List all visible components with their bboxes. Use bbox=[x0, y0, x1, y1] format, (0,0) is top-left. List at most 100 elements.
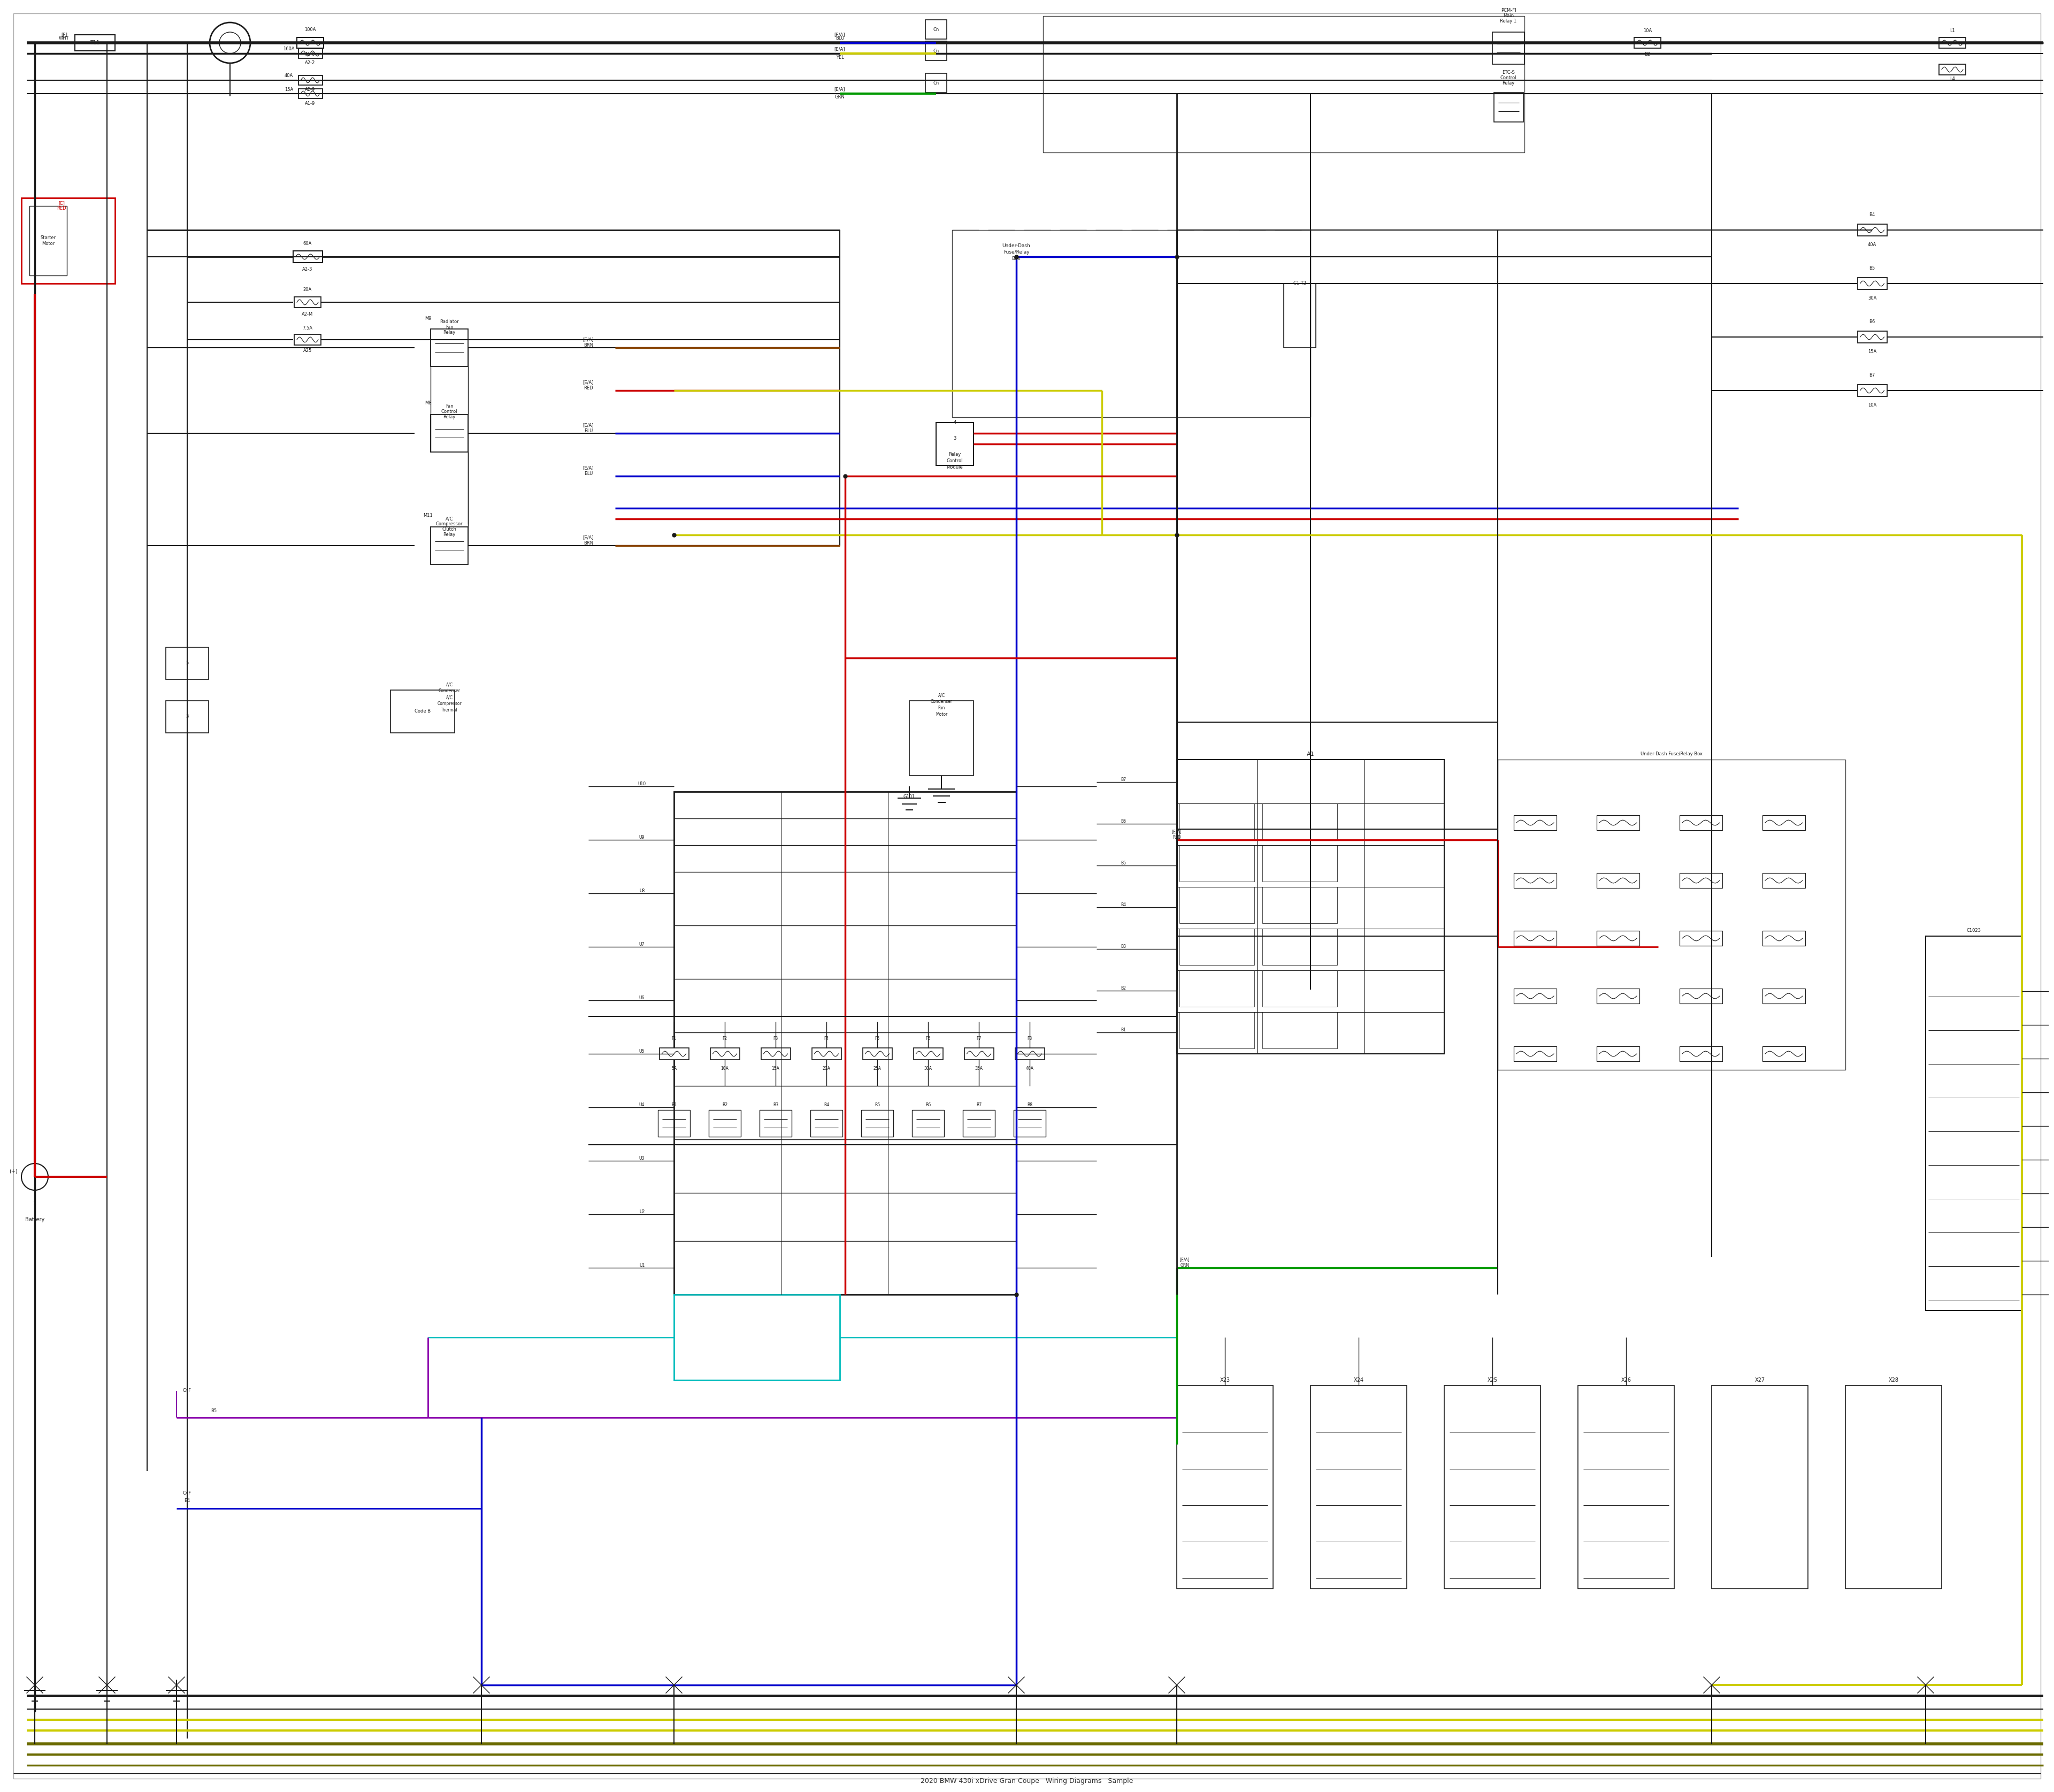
Text: F6: F6 bbox=[926, 1036, 930, 1041]
Text: F3: F3 bbox=[772, 1036, 778, 1041]
Text: 3: 3 bbox=[953, 435, 957, 441]
Text: WHT: WHT bbox=[60, 36, 70, 41]
Text: Thermal: Thermal bbox=[442, 708, 458, 713]
Text: R6: R6 bbox=[924, 1102, 930, 1107]
Bar bbox=[1762, 930, 1805, 946]
Text: 40A: 40A bbox=[286, 73, 294, 79]
Bar bbox=[1680, 989, 1723, 1004]
Text: [E/A]: [E/A] bbox=[583, 423, 594, 428]
Text: [E]: [E] bbox=[58, 201, 64, 206]
Bar bbox=[657, 1109, 690, 1136]
Text: R7: R7 bbox=[976, 1102, 982, 1107]
Text: A2-9: A2-9 bbox=[306, 88, 316, 91]
Bar bbox=[1762, 873, 1805, 889]
Bar bbox=[937, 423, 974, 466]
Text: BRN: BRN bbox=[583, 342, 594, 348]
Text: BRN: BRN bbox=[583, 541, 594, 545]
Bar bbox=[1493, 32, 1524, 65]
Text: C1023: C1023 bbox=[1966, 928, 1980, 934]
Text: 30A: 30A bbox=[1867, 296, 1877, 301]
Bar bbox=[926, 73, 947, 93]
Bar bbox=[963, 1048, 994, 1059]
Text: Control: Control bbox=[442, 410, 458, 414]
Bar bbox=[811, 1048, 842, 1059]
Text: R1: R1 bbox=[672, 1102, 676, 1107]
Bar bbox=[1577, 1385, 1674, 1590]
Text: 5A: 5A bbox=[672, 1066, 676, 1072]
Bar bbox=[1013, 1109, 1045, 1136]
Bar bbox=[1514, 930, 1557, 946]
Text: A2-2: A2-2 bbox=[306, 61, 316, 66]
Text: 60A: 60A bbox=[304, 240, 312, 246]
Text: C4F: C4F bbox=[183, 1491, 191, 1496]
Text: Compressor: Compressor bbox=[435, 521, 462, 527]
Text: F4: F4 bbox=[824, 1036, 830, 1041]
Text: A/C: A/C bbox=[939, 694, 945, 697]
Text: B5: B5 bbox=[1869, 267, 1875, 271]
Bar bbox=[1680, 930, 1723, 946]
Bar bbox=[963, 1109, 994, 1136]
Text: RED: RED bbox=[58, 206, 66, 211]
Text: RED: RED bbox=[583, 385, 594, 391]
Text: 10A: 10A bbox=[1867, 403, 1877, 409]
Text: [E/A]: [E/A] bbox=[834, 88, 846, 91]
Bar bbox=[1263, 803, 1337, 840]
Text: [E/A]: [E/A] bbox=[1179, 1258, 1189, 1262]
Text: Relay: Relay bbox=[444, 532, 456, 538]
Text: Fan: Fan bbox=[446, 324, 454, 330]
Bar bbox=[1680, 873, 1723, 889]
Text: Fan: Fan bbox=[939, 706, 945, 711]
Bar bbox=[910, 701, 974, 776]
Bar bbox=[294, 297, 320, 308]
Text: R4: R4 bbox=[824, 1102, 830, 1107]
Text: 35A: 35A bbox=[976, 1066, 984, 1072]
Text: 3: 3 bbox=[185, 715, 189, 719]
Bar bbox=[1493, 91, 1524, 122]
Bar bbox=[431, 330, 468, 366]
Text: Relay: Relay bbox=[444, 414, 456, 419]
Text: ETC-S: ETC-S bbox=[1501, 70, 1514, 75]
Bar bbox=[1762, 815, 1805, 830]
Bar bbox=[1939, 65, 1966, 75]
Bar bbox=[1263, 887, 1337, 923]
Bar bbox=[1043, 16, 1524, 152]
Text: B4: B4 bbox=[1121, 901, 1126, 907]
Text: U2: U2 bbox=[639, 1210, 645, 1213]
Bar bbox=[1179, 928, 1255, 966]
Bar bbox=[1179, 887, 1255, 923]
Bar bbox=[1444, 1385, 1540, 1590]
Text: B4: B4 bbox=[1869, 213, 1875, 217]
Text: 5: 5 bbox=[185, 661, 189, 665]
Circle shape bbox=[21, 1163, 47, 1190]
Text: [E/A]: [E/A] bbox=[583, 466, 594, 471]
Text: Clutch: Clutch bbox=[442, 527, 456, 532]
Text: L4: L4 bbox=[1949, 77, 1955, 82]
Text: B2: B2 bbox=[1121, 986, 1126, 991]
Bar bbox=[1015, 1048, 1043, 1059]
Text: 7.5A: 7.5A bbox=[302, 326, 312, 330]
Text: C4F: C4F bbox=[183, 1389, 191, 1392]
Text: G101: G101 bbox=[904, 794, 916, 799]
Text: Radiator: Radiator bbox=[440, 319, 458, 324]
Bar bbox=[74, 34, 115, 50]
Text: U4: U4 bbox=[639, 1102, 645, 1107]
Text: F5: F5 bbox=[875, 1036, 879, 1041]
Bar bbox=[1497, 760, 1844, 1070]
Text: B6: B6 bbox=[1869, 319, 1875, 324]
Text: [E/A]: [E/A] bbox=[834, 47, 846, 52]
Bar bbox=[1179, 1012, 1255, 1048]
Bar bbox=[1857, 385, 1888, 396]
Text: U8: U8 bbox=[639, 889, 645, 892]
Text: B4: B4 bbox=[185, 1498, 191, 1503]
Text: B6: B6 bbox=[1121, 819, 1126, 824]
Bar bbox=[953, 229, 1310, 418]
Text: GRN: GRN bbox=[834, 95, 844, 100]
Text: 2020 BMW 430i xDrive Gran Coupe   Wiring Diagrams   Sample: 2020 BMW 430i xDrive Gran Coupe Wiring D… bbox=[920, 1778, 1134, 1785]
Bar bbox=[1844, 1385, 1941, 1590]
Bar bbox=[1514, 989, 1557, 1004]
Text: Fuse/Relay: Fuse/Relay bbox=[1002, 251, 1029, 254]
Bar bbox=[926, 41, 947, 61]
Bar bbox=[1263, 846, 1337, 882]
Text: RED: RED bbox=[1173, 835, 1181, 840]
Text: B7: B7 bbox=[1869, 373, 1875, 378]
